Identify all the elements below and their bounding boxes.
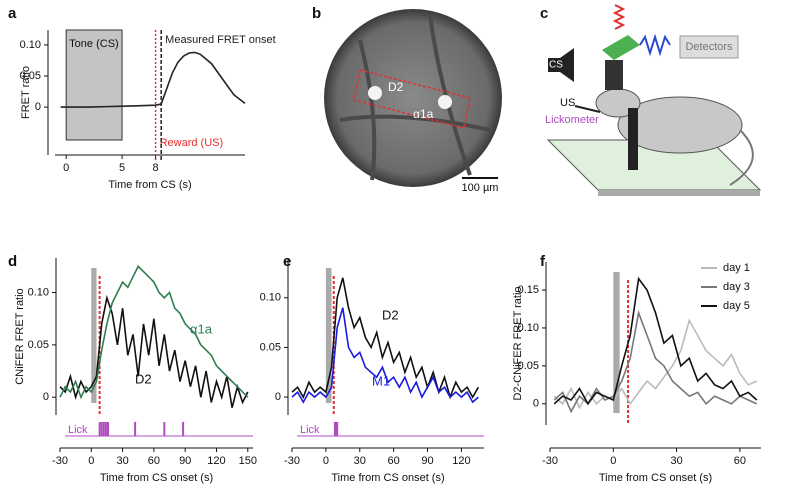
cs-bar bbox=[91, 268, 97, 403]
y-tick-label: 0.05 bbox=[260, 341, 281, 353]
y-axis-label: FRET ratio bbox=[20, 66, 32, 119]
laser bbox=[612, 4, 626, 30]
series-line bbox=[291, 277, 480, 400]
shade-label: Tone (CS) bbox=[69, 38, 119, 50]
x-axis-label: Time from CS onset (s) bbox=[100, 472, 213, 484]
series-label: D2 bbox=[382, 307, 399, 322]
y-tick-label: 0.10 bbox=[20, 39, 41, 51]
tone-box bbox=[65, 29, 123, 141]
dichroic bbox=[602, 35, 640, 60]
series-line bbox=[59, 265, 249, 400]
panel-letter: b bbox=[312, 5, 321, 22]
diagram-label: Detectors bbox=[685, 41, 733, 53]
y-tick-label: 0.15 bbox=[518, 284, 539, 296]
x-tick-label: 30 bbox=[116, 455, 128, 467]
series-label: M1 bbox=[372, 373, 390, 388]
cell-cluster bbox=[368, 86, 382, 100]
series-line bbox=[291, 307, 479, 404]
x-tick-label: 30 bbox=[354, 455, 366, 467]
x-tick-label: 60 bbox=[734, 455, 746, 467]
legend-label: day 1 bbox=[723, 262, 750, 274]
y-tick-label: 0.10 bbox=[28, 286, 49, 298]
x-tick-label: -30 bbox=[542, 455, 558, 467]
x-tick-label: -30 bbox=[52, 455, 68, 467]
y-axis-label: D2-CNiFER FRET ratio bbox=[512, 286, 524, 400]
lick-label: Lick bbox=[68, 424, 88, 436]
series-line bbox=[553, 276, 758, 406]
series-line bbox=[553, 318, 758, 410]
head-post bbox=[628, 108, 638, 170]
panel-b: b D2 α1a 100 µm bbox=[312, 5, 502, 194]
cs-bar bbox=[325, 268, 332, 403]
panel-letter: c bbox=[540, 5, 548, 22]
diagram-label: CS bbox=[549, 60, 563, 71]
y-tick-label: 0.10 bbox=[260, 292, 281, 304]
cs-bar bbox=[613, 272, 620, 413]
panel-c: c Detectors CS US Lickometer bbox=[540, 4, 762, 196]
y-tick-label: 0 bbox=[275, 391, 281, 403]
x-tick-label: 0 bbox=[610, 455, 616, 467]
y-tick-label: 0 bbox=[533, 398, 539, 410]
platform-edge bbox=[598, 190, 760, 196]
x-tick-label: 90 bbox=[179, 455, 191, 467]
us-tube bbox=[574, 105, 601, 113]
mouse-body bbox=[617, 96, 743, 154]
series-line bbox=[60, 51, 246, 108]
x-tick-label: 8 bbox=[153, 162, 159, 174]
mouse-tail bbox=[729, 129, 754, 186]
series-label: α1a bbox=[190, 321, 213, 336]
event-label: Measured FRET onset bbox=[165, 34, 275, 46]
y-tick-label: 0.05 bbox=[20, 70, 41, 82]
vessels bbox=[339, 14, 491, 181]
event-label: Reward (US) bbox=[160, 137, 224, 149]
x-axis-label: Time from CS (s) bbox=[108, 179, 191, 191]
panel-letter: a bbox=[8, 5, 17, 22]
speaker bbox=[548, 48, 574, 82]
diagram-label: US bbox=[560, 97, 575, 109]
x-tick-label: 120 bbox=[207, 455, 225, 467]
y-axis-label: CNiFER FRET ratio bbox=[14, 288, 26, 384]
objective bbox=[605, 60, 623, 90]
x-tick-label: -30 bbox=[284, 455, 300, 467]
x-tick-label: 0 bbox=[323, 455, 329, 467]
y-tick-label: 0.10 bbox=[518, 322, 539, 334]
cell-cluster bbox=[438, 95, 452, 109]
x-axis-label: Time from CS onset (s) bbox=[331, 472, 444, 484]
y-tick-label: 0.05 bbox=[518, 360, 539, 372]
x-axis-label: Time from CS onset (s) bbox=[599, 472, 712, 484]
y-tick-label: 0 bbox=[35, 101, 41, 113]
image-label: D2 bbox=[388, 80, 404, 94]
x-tick-label: 60 bbox=[148, 455, 160, 467]
x-tick-label: 120 bbox=[452, 455, 470, 467]
image-label: α1a bbox=[413, 107, 434, 121]
x-tick-label: 90 bbox=[421, 455, 433, 467]
emission bbox=[639, 33, 671, 57]
lick-label: Lick bbox=[300, 424, 320, 436]
panel-letter: d bbox=[8, 253, 17, 270]
x-tick-label: 150 bbox=[239, 455, 257, 467]
panel-letter: e bbox=[283, 253, 291, 270]
legend-label: day 3 bbox=[723, 281, 750, 293]
series-label: D2 bbox=[135, 371, 152, 386]
x-tick-label: 0 bbox=[63, 162, 69, 174]
panel-letter: f bbox=[540, 253, 546, 270]
series-line bbox=[59, 294, 249, 408]
x-tick-label: 0 bbox=[88, 455, 94, 467]
field-of-view bbox=[324, 9, 502, 187]
scale-label: 100 µm bbox=[462, 182, 499, 194]
detector-box bbox=[679, 35, 739, 59]
x-tick-label: 60 bbox=[388, 455, 400, 467]
roi-box bbox=[353, 69, 471, 129]
x-tick-label: 5 bbox=[119, 162, 125, 174]
x-tick-label: 30 bbox=[670, 455, 682, 467]
diagram-label: Lickometer bbox=[545, 114, 599, 126]
y-tick-label: 0 bbox=[43, 391, 49, 403]
legend-label: day 5 bbox=[723, 300, 750, 312]
y-tick-label: 0.05 bbox=[28, 339, 49, 351]
